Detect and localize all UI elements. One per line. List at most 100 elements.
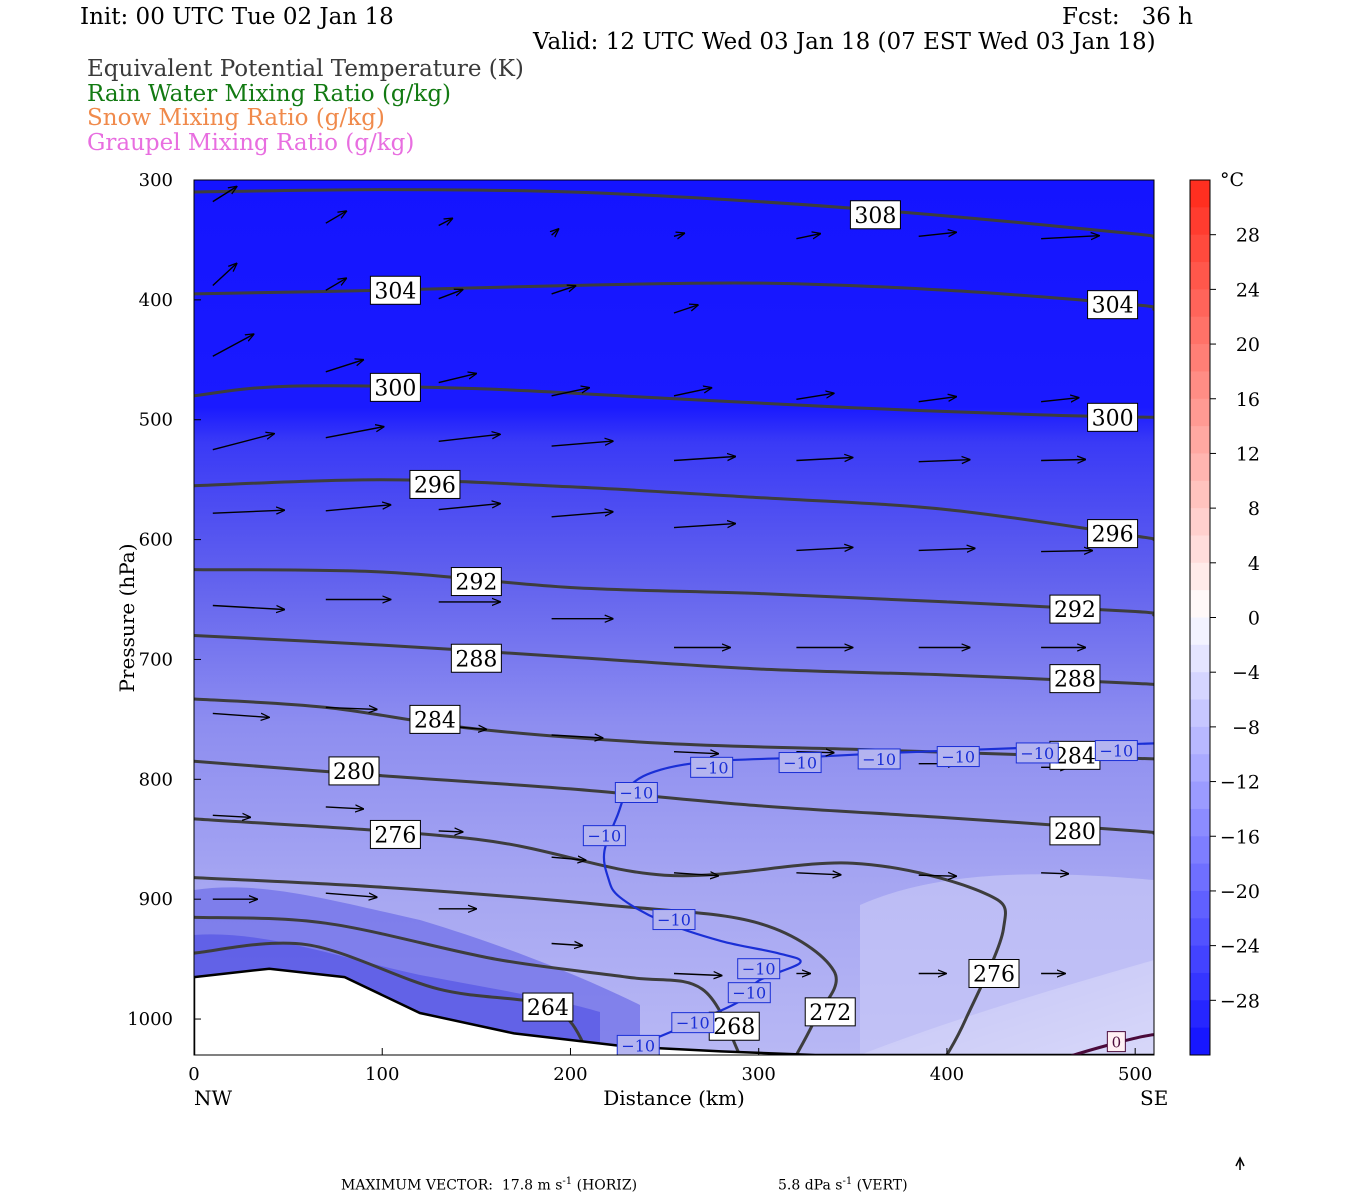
colorbar-unit: °C — [1220, 169, 1244, 191]
wind-vector — [325, 893, 377, 897]
theta-e-label-text: 296 — [414, 473, 456, 498]
wind-vector — [918, 875, 956, 876]
theta-e-label: 292 — [450, 567, 502, 597]
colorbar-tick-label: 24 — [1236, 279, 1260, 301]
zero-isotherm-label: 0 — [1068, 1031, 1154, 1055]
wind-vector — [673, 388, 711, 397]
y-tick-label: 1000 — [127, 1009, 173, 1030]
wind-vector — [438, 434, 500, 442]
theta-e-label-text: 304 — [374, 279, 416, 304]
isotherm-label-text: −10 — [941, 748, 975, 767]
legend-snow: Snow Mixing Ratio (g/kg) — [87, 105, 385, 131]
isotherm-label-text: −10 — [676, 1014, 710, 1033]
colorbar-band — [1190, 234, 1210, 263]
wind-vector — [551, 441, 613, 447]
cross-section-chart: 3083043043003002962962922922882882842842… — [115, 169, 1260, 1170]
wind-vector — [212, 713, 269, 717]
wind-vector — [551, 388, 589, 397]
isotherm-label: −10 — [857, 748, 901, 770]
contour-labels: 308 304 304 300 300 296 296 292 292 288 288 284 284 2… — [328, 200, 1154, 1055]
colorbar-tick-label: 12 — [1236, 443, 1260, 465]
wind-vector — [918, 548, 975, 550]
max-vector-vertical: 5.8 dPa s-1 (VERT) — [778, 1176, 908, 1194]
colorbar-band — [1190, 207, 1210, 236]
isotherm-label-text: −10 — [695, 758, 729, 777]
theta-e-label: 308 — [849, 200, 901, 230]
colorbar-band — [1190, 1027, 1210, 1056]
theta-e-label-text: 276 — [374, 823, 416, 848]
isotherm-label: −10 — [614, 782, 658, 803]
wind-vector — [918, 460, 970, 462]
colorbar-tick-label: 28 — [1236, 225, 1260, 247]
colorbar-tick-label: −24 — [1220, 936, 1260, 958]
theta-e-label: 300 — [1087, 402, 1139, 432]
theta-e-label-text: 284 — [1054, 744, 1096, 769]
isotherm-label: −10 — [936, 746, 980, 768]
colorbar-band — [1190, 535, 1210, 564]
horiz-exponent: -1 — [562, 1176, 573, 1187]
wind-vector — [212, 334, 254, 357]
isotherm-label: −10 — [582, 825, 626, 847]
reference-vector — [1235, 1156, 1245, 1170]
wind-vector — [796, 393, 833, 400]
x-tick-label: 300 — [742, 1064, 776, 1085]
wind-vector — [325, 278, 346, 291]
colorbar-band — [1190, 972, 1210, 1001]
theta-e-label-text: 292 — [455, 571, 497, 596]
colorbar-band — [1190, 180, 1210, 208]
wind-vector — [673, 974, 722, 976]
colorbar-band — [1190, 316, 1210, 345]
wind-vector — [1041, 551, 1092, 552]
y-axis-title: Pressure (hPa) — [115, 544, 139, 693]
wind-vector — [438, 290, 463, 300]
wind-vector — [551, 735, 603, 738]
theta-e-label: 304 — [1087, 290, 1139, 320]
isotherm-label: −10 — [727, 982, 771, 1004]
theta-e-label-text: 264 — [527, 996, 569, 1021]
y-tick-label: 800 — [139, 769, 173, 790]
wind-vector — [1041, 873, 1068, 874]
wind-vector — [325, 360, 363, 373]
wind-vector — [212, 434, 274, 451]
wind-vector — [796, 873, 840, 875]
theta-e-label: 276 — [968, 958, 1020, 988]
x-tick-label: 400 — [930, 1064, 964, 1085]
colorbar-band — [1190, 781, 1210, 810]
vert-exponent: -1 — [842, 1176, 853, 1187]
wind-vector — [551, 857, 586, 860]
valid-time: Valid: 12 UTC Wed 03 Jan 18 (07 EST Wed … — [533, 29, 1156, 55]
wind-vector — [552, 229, 559, 235]
colorbar-band — [1190, 726, 1210, 755]
colorbar-band — [1190, 453, 1210, 482]
theta-e-label: 280 — [1049, 816, 1101, 846]
isotherm-label: −10 — [737, 958, 781, 980]
theta-e-label: 280 — [328, 756, 380, 786]
wind-vector — [438, 219, 453, 227]
wind-vector — [212, 510, 284, 513]
terrain — [194, 967, 1154, 1055]
theta-e-label-text: 280 — [1054, 820, 1096, 845]
colorbar-band — [1190, 644, 1210, 673]
colorbar-tick-label: −16 — [1220, 826, 1260, 848]
y-tick-label: 900 — [139, 889, 173, 910]
colorbar-tick-label: 16 — [1236, 389, 1260, 411]
x-tick-label: 200 — [553, 1064, 587, 1085]
wind-vector — [212, 187, 237, 203]
x-left-end-label: NW — [194, 1086, 233, 1110]
isotherm-label: −10 — [652, 909, 696, 931]
theta-e-label: 300 — [369, 372, 421, 402]
x-right-end-label: SE — [1140, 1086, 1168, 1110]
isotherm-label-text: −10 — [732, 984, 766, 1003]
isotherm-label-text: −10 — [621, 1036, 655, 1055]
theta-e-label: 296 — [1087, 519, 1139, 549]
colorbar-band — [1190, 945, 1210, 974]
wind-vector — [551, 512, 613, 518]
wind-vector — [673, 524, 735, 529]
isotherm-label-text: −10 — [587, 827, 621, 846]
horiz-unit: (HORIZ) — [572, 1177, 638, 1194]
theta-e-label-text: 288 — [455, 647, 497, 672]
wind-vector — [212, 264, 237, 287]
wind-vector — [1041, 398, 1078, 402]
legend-rain-water: Rain Water Mixing Ratio (g/kg) — [87, 81, 452, 107]
wind-vector — [325, 707, 377, 709]
